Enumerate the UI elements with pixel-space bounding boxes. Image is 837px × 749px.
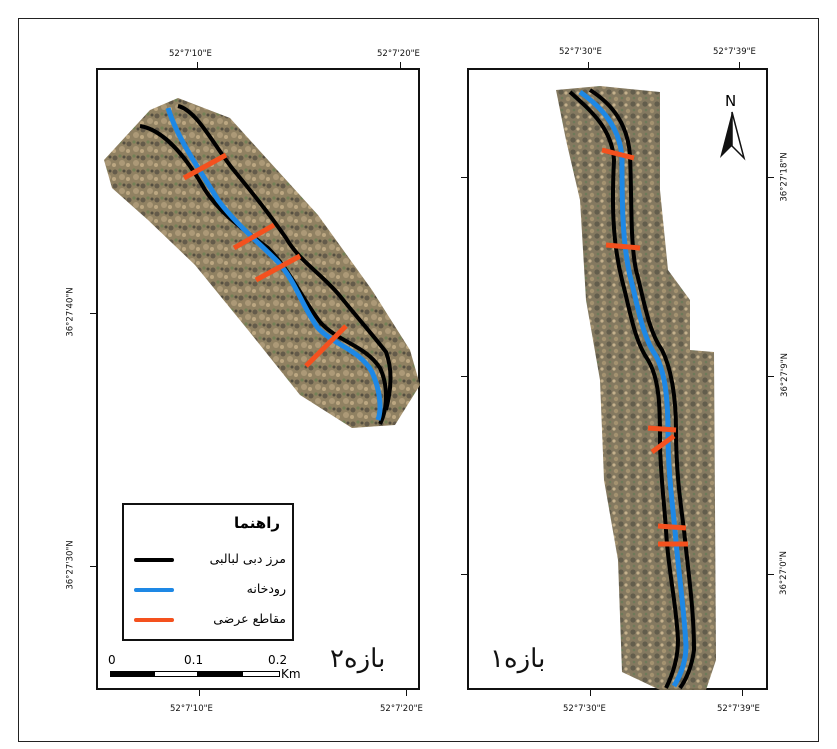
- tick-mark: [588, 62, 589, 68]
- bottom-coord-label: 52°7'10"E: [170, 704, 213, 714]
- bottom-coord-label: 52°7'30"E: [563, 704, 606, 714]
- tick-mark: [400, 62, 401, 68]
- north-label: N: [725, 92, 737, 110]
- tick-mark: [461, 376, 467, 377]
- legend-item-cross-sections: مقاطع عرضی: [130, 611, 290, 631]
- cross-section: [647, 425, 677, 433]
- north-arrow-icon: [720, 111, 746, 161]
- scale-segment: [110, 671, 154, 677]
- tick-mark: [461, 177, 467, 178]
- reach-label: بازه۲: [330, 644, 386, 674]
- tick-mark: [90, 566, 96, 567]
- tick-mark: [199, 690, 200, 696]
- tick-mark: [406, 690, 407, 696]
- cross-section: [182, 152, 228, 181]
- scale-unit: Km: [281, 667, 301, 681]
- scale-tick-label: 0.1: [184, 653, 204, 667]
- tick-mark: [768, 376, 774, 377]
- cross-section: [254, 253, 302, 283]
- scale-segment: [198, 671, 242, 677]
- cross-section: [657, 523, 687, 531]
- top-coord-label: 52°7'10"E: [169, 49, 212, 59]
- legend-title: راهنما: [234, 514, 280, 532]
- tick-mark: [197, 62, 198, 68]
- reach-label: بازه۱: [490, 644, 546, 674]
- legend-box: راهنما مرز دبی لبالبی رودخانه مقاطع عرضی: [122, 503, 294, 641]
- top-coord-label: 52°7'20"E: [377, 49, 420, 59]
- river-line: [165, 107, 383, 421]
- cross-section: [232, 222, 276, 251]
- top-coord-label: 52°7'39"E: [713, 47, 756, 57]
- tick-mark: [461, 574, 467, 575]
- tick-mark: [739, 62, 740, 68]
- river-line: [578, 89, 689, 688]
- legend-item-river: رودخانه: [130, 581, 290, 601]
- tick-mark: [768, 574, 774, 575]
- bank-line: [588, 88, 697, 690]
- scale-tick-label: 0: [108, 653, 116, 667]
- tick-mark: [768, 177, 774, 178]
- scale-segment: [154, 671, 198, 677]
- tick-mark: [90, 313, 96, 314]
- bank-line: [568, 90, 681, 689]
- legend-swatch: [134, 558, 174, 562]
- scale-segment: [242, 671, 280, 677]
- cross-section: [304, 324, 348, 368]
- legend-swatch: [134, 588, 174, 592]
- north-arrow: N: [716, 92, 748, 162]
- scale-bar: 0 0.1 0.2 Km: [108, 653, 308, 683]
- legend-label: مرز دبی لبالبی: [209, 551, 286, 566]
- cross-section: [605, 242, 641, 251]
- bottom-coord-label: 52°7'39"E: [717, 704, 760, 714]
- cross-section: [650, 433, 676, 455]
- top-coord-label: 52°7'30"E: [559, 47, 602, 57]
- legend-swatch: [134, 618, 174, 622]
- cross-section: [601, 147, 635, 161]
- bottom-coord-label: 52°7'20"E: [380, 704, 423, 714]
- tick-mark: [742, 690, 743, 696]
- legend-item-bankfull: مرز دبی لبالبی: [130, 551, 290, 571]
- scale-tick-label: 0.2: [268, 653, 288, 667]
- tick-mark: [590, 690, 591, 696]
- legend-label: رودخانه: [246, 581, 286, 596]
- legend-label: مقاطع عرضی: [213, 611, 286, 626]
